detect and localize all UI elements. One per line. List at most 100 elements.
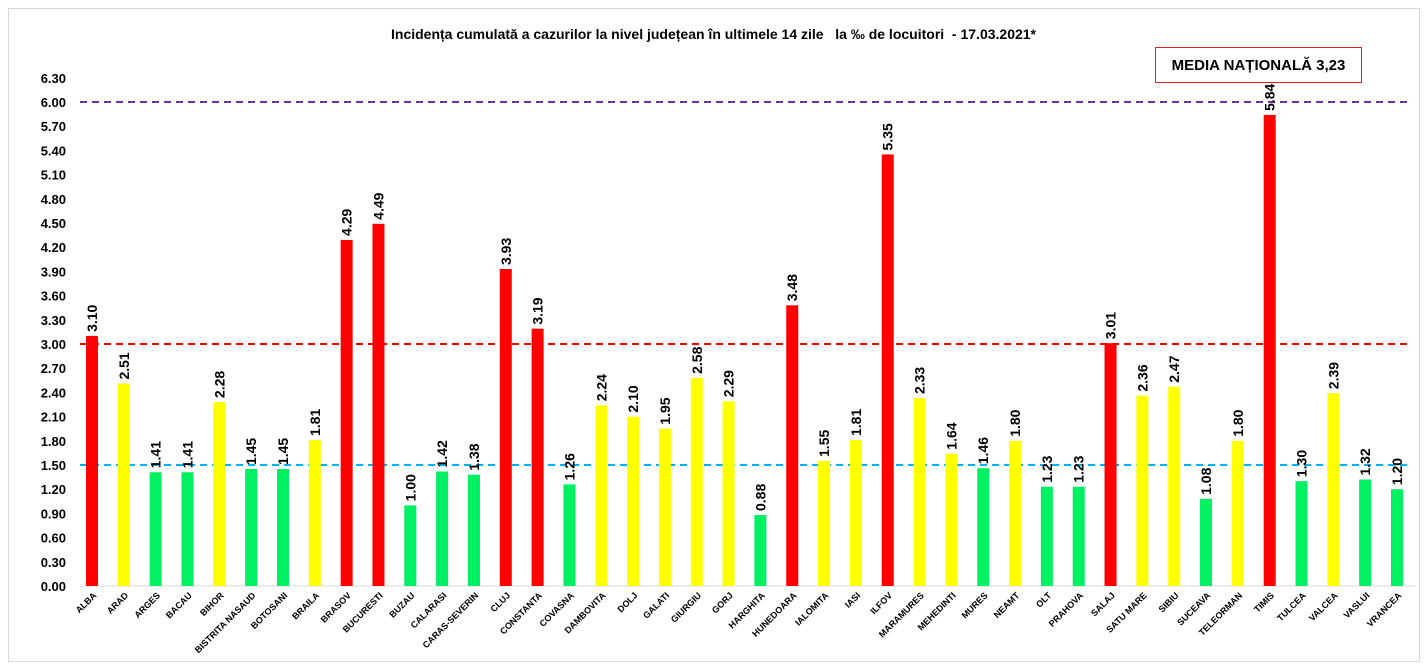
data-label: 1.95 — [657, 397, 673, 424]
data-label: 1.00 — [402, 474, 418, 501]
bar — [1136, 395, 1149, 586]
data-label: 1.23 — [1039, 455, 1055, 482]
data-label: 1.20 — [1389, 458, 1405, 485]
y-tick-label: 3.00 — [41, 337, 66, 352]
y-tick-label: 6.30 — [41, 71, 66, 86]
y-tick-label: 2.10 — [41, 410, 66, 425]
bar — [1072, 486, 1085, 586]
bar — [945, 453, 958, 586]
bar — [1327, 393, 1340, 586]
x-tick-label: SIBIU — [1157, 590, 1181, 614]
bar — [563, 484, 576, 586]
data-label: 3.93 — [498, 238, 514, 265]
bar — [467, 474, 480, 586]
data-label: 2.51 — [116, 352, 132, 379]
x-tick-label: IALOMITA — [793, 590, 831, 628]
data-label: 4.29 — [339, 208, 355, 235]
bar — [754, 515, 767, 586]
y-tick-label: 1.20 — [41, 482, 66, 497]
data-label: 2.29 — [721, 370, 737, 397]
national-average-box: MEDIA NAȚIONALĂ 3,23 — [1155, 47, 1362, 83]
bar — [308, 439, 321, 586]
data-label: 1.46 — [975, 437, 991, 464]
x-tick-label: BUZAU — [387, 590, 416, 619]
data-label: 0.88 — [752, 484, 768, 511]
data-label: 2.28 — [211, 371, 227, 398]
y-tick-label: 0.30 — [41, 555, 66, 570]
bar — [149, 472, 162, 586]
y-tick-label: 0.60 — [41, 531, 66, 546]
bar — [977, 468, 990, 586]
x-tick-label: GORJ — [710, 590, 735, 615]
bar — [1168, 386, 1181, 586]
bar — [1359, 479, 1372, 586]
y-tick-label: 4.20 — [41, 240, 66, 255]
y-tick-label: 6.00 — [41, 95, 66, 110]
x-tick-label: SALAJ — [1089, 590, 1117, 618]
bar — [849, 439, 862, 586]
x-tick-label: CARAS-SEVERIN — [421, 590, 481, 650]
y-tick-label: 0.90 — [41, 506, 66, 521]
x-tick-label: MURES — [960, 590, 990, 620]
x-tick-label: VRANCEA — [1365, 590, 1404, 629]
bar — [531, 328, 544, 586]
data-label: 3.48 — [784, 274, 800, 301]
data-label: 2.36 — [1134, 364, 1150, 391]
y-tick-label: 4.80 — [41, 192, 66, 207]
y-tick-label: 0.00 — [41, 579, 66, 594]
bar — [276, 469, 289, 586]
data-label: 3.10 — [84, 304, 100, 331]
data-label: 2.24 — [593, 374, 609, 401]
bar — [86, 335, 98, 586]
x-tick-label: BISTRITA NASAUD — [193, 590, 258, 655]
y-tick-label: 3.60 — [41, 289, 66, 304]
y-tick-label: 5.70 — [41, 119, 66, 134]
bar — [1263, 114, 1276, 586]
x-tick-label: OLT — [1034, 590, 1054, 610]
data-label: 3.19 — [530, 297, 546, 324]
bar — [404, 505, 417, 586]
bar — [372, 223, 385, 586]
bar — [881, 154, 894, 586]
bar — [1200, 498, 1213, 586]
chart-frame — [8, 8, 1420, 662]
y-tick-label: 4.50 — [41, 216, 66, 231]
data-label: 2.39 — [1325, 362, 1341, 389]
x-tick-label: ARGES — [132, 590, 162, 620]
y-tick-label: 1.50 — [41, 458, 66, 473]
y-tick-label: 2.40 — [41, 385, 66, 400]
chart-title: Incidența cumulată a cazurilor la nivel … — [391, 26, 1036, 42]
y-tick-label: 1.80 — [41, 434, 66, 449]
bar — [213, 402, 226, 586]
data-label: 4.49 — [370, 192, 386, 219]
y-tick-label: 3.90 — [41, 264, 66, 279]
x-tick-label: IASI — [843, 590, 862, 609]
data-label: 1.08 — [1198, 467, 1214, 494]
y-tick-label: 5.40 — [41, 143, 66, 158]
x-tick-label: NEAMT — [992, 590, 1022, 620]
bar — [786, 305, 799, 586]
x-tick-label: BIHOR — [198, 590, 226, 618]
x-tick-label: VASLUI — [1342, 590, 1372, 620]
data-label: 1.80 — [1230, 409, 1246, 436]
data-label: 1.64 — [943, 422, 959, 449]
data-label: 2.58 — [689, 346, 705, 373]
bar — [181, 472, 194, 586]
data-label: 1.81 — [848, 409, 864, 436]
x-tick-label: ILFOV — [868, 590, 894, 616]
x-tick-label: BACAU — [164, 590, 194, 620]
data-label: 1.41 — [148, 441, 164, 468]
x-tick-label: GIURGIU — [669, 590, 703, 624]
x-tick-label: PRAHOVA — [1047, 590, 1086, 629]
bar — [595, 405, 608, 586]
data-label: 1.81 — [307, 409, 323, 436]
data-label: 1.45 — [243, 438, 259, 465]
y-tick-label: 2.70 — [41, 361, 66, 376]
bar — [1295, 481, 1308, 586]
bar — [245, 469, 258, 586]
data-label: 1.55 — [816, 430, 832, 457]
y-tick-label: 3.30 — [41, 313, 66, 328]
data-label: 1.80 — [1007, 409, 1023, 436]
data-label: 1.32 — [1357, 448, 1373, 475]
